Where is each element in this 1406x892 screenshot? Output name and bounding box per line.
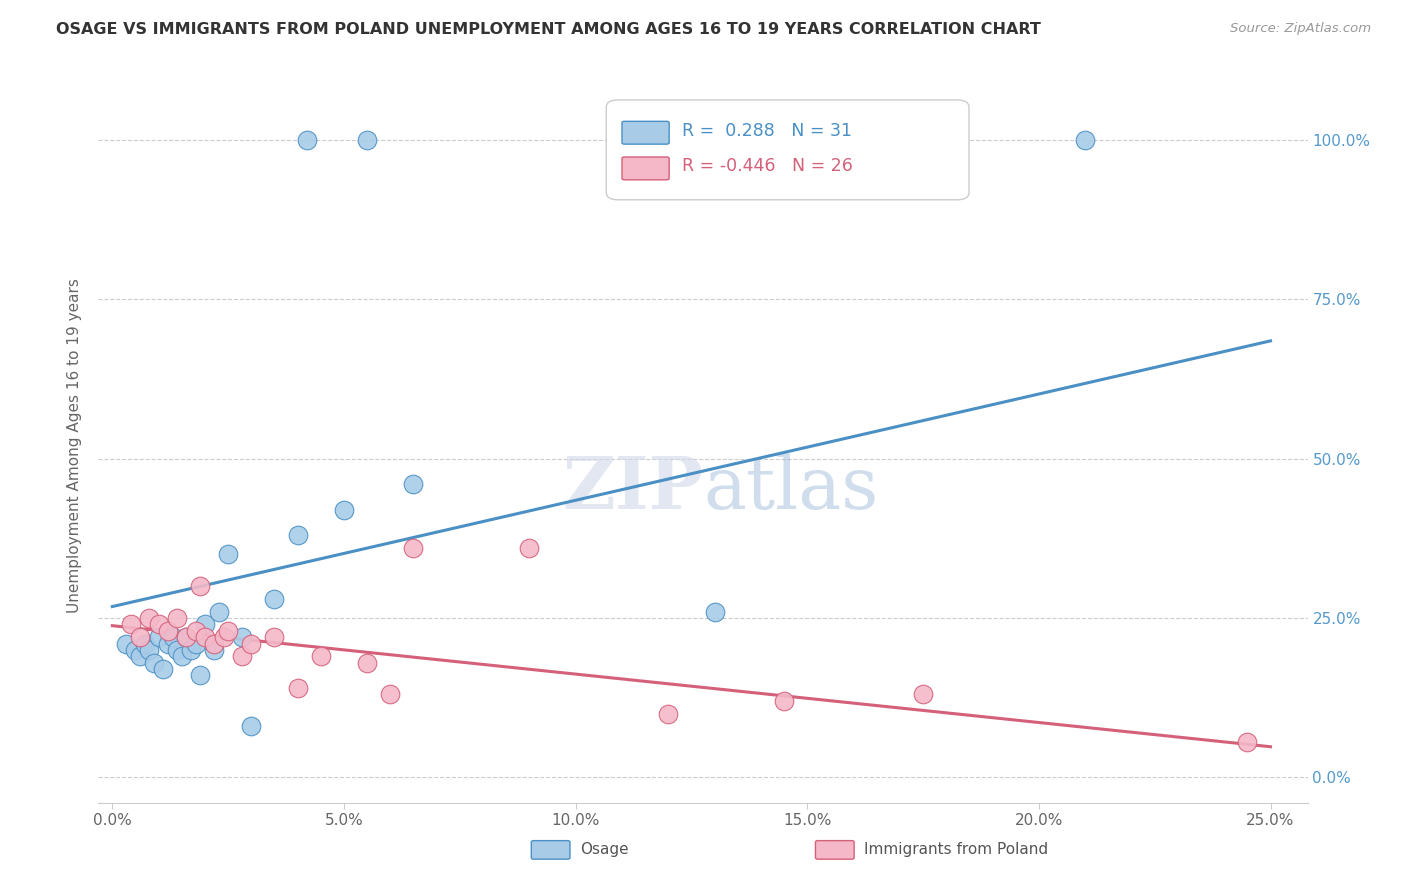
Text: R =  0.288   N = 31: R = 0.288 N = 31 xyxy=(682,121,852,139)
Point xyxy=(134,636,156,650)
Point xyxy=(188,579,211,593)
Point xyxy=(180,643,202,657)
Point xyxy=(517,541,540,555)
Point xyxy=(231,649,253,664)
Point xyxy=(212,630,235,644)
Point xyxy=(208,605,231,619)
Point xyxy=(263,630,285,644)
Text: OSAGE VS IMMIGRANTS FROM POLAND UNEMPLOYMENT AMONG AGES 16 TO 19 YEARS CORRELATI: OSAGE VS IMMIGRANTS FROM POLAND UNEMPLOY… xyxy=(56,22,1040,37)
Text: ZIP: ZIP xyxy=(562,453,703,524)
Point xyxy=(657,706,679,721)
Point xyxy=(1074,133,1097,147)
Y-axis label: Unemployment Among Ages 16 to 19 years: Unemployment Among Ages 16 to 19 years xyxy=(67,278,83,614)
Point xyxy=(287,528,309,542)
Point xyxy=(202,643,225,657)
Point xyxy=(176,630,198,644)
Point xyxy=(263,591,285,606)
Point xyxy=(166,611,188,625)
Text: R = -0.446   N = 26: R = -0.446 N = 26 xyxy=(682,157,853,175)
Point xyxy=(156,636,179,650)
Point xyxy=(124,643,146,657)
Point xyxy=(773,694,796,708)
Point xyxy=(176,630,198,644)
Point xyxy=(356,133,378,147)
Point xyxy=(1236,735,1258,749)
Point xyxy=(356,656,378,670)
Point xyxy=(217,624,239,638)
Point xyxy=(309,649,332,664)
Text: Source: ZipAtlas.com: Source: ZipAtlas.com xyxy=(1230,22,1371,36)
Point xyxy=(148,630,170,644)
Point xyxy=(194,630,217,644)
Point xyxy=(912,688,935,702)
Point xyxy=(148,617,170,632)
Point xyxy=(240,719,263,733)
Point xyxy=(287,681,309,695)
FancyBboxPatch shape xyxy=(606,100,969,200)
Point xyxy=(115,636,138,650)
Point xyxy=(129,630,152,644)
Point xyxy=(138,611,160,625)
Point xyxy=(231,630,253,644)
Point xyxy=(402,477,425,491)
Point xyxy=(129,649,152,664)
Point xyxy=(188,668,211,682)
Point xyxy=(217,547,239,561)
Point xyxy=(120,617,142,632)
FancyBboxPatch shape xyxy=(621,121,669,145)
Point xyxy=(703,605,725,619)
Point xyxy=(156,624,179,638)
Text: Osage: Osage xyxy=(579,842,628,856)
Point xyxy=(143,656,166,670)
Point xyxy=(162,630,184,644)
FancyBboxPatch shape xyxy=(815,840,855,859)
Text: atlas: atlas xyxy=(703,453,879,524)
Point xyxy=(138,643,160,657)
Point xyxy=(166,643,188,657)
Point xyxy=(194,617,217,632)
Point xyxy=(184,636,207,650)
FancyBboxPatch shape xyxy=(621,157,669,180)
Text: Immigrants from Poland: Immigrants from Poland xyxy=(863,842,1047,856)
Point xyxy=(184,624,207,638)
Point xyxy=(240,636,263,650)
Point xyxy=(152,662,174,676)
Point xyxy=(380,688,402,702)
Point xyxy=(773,133,796,147)
FancyBboxPatch shape xyxy=(531,840,569,859)
Point xyxy=(333,502,356,516)
Point xyxy=(170,649,193,664)
Point xyxy=(295,133,318,147)
Point xyxy=(402,541,425,555)
Point xyxy=(202,636,225,650)
